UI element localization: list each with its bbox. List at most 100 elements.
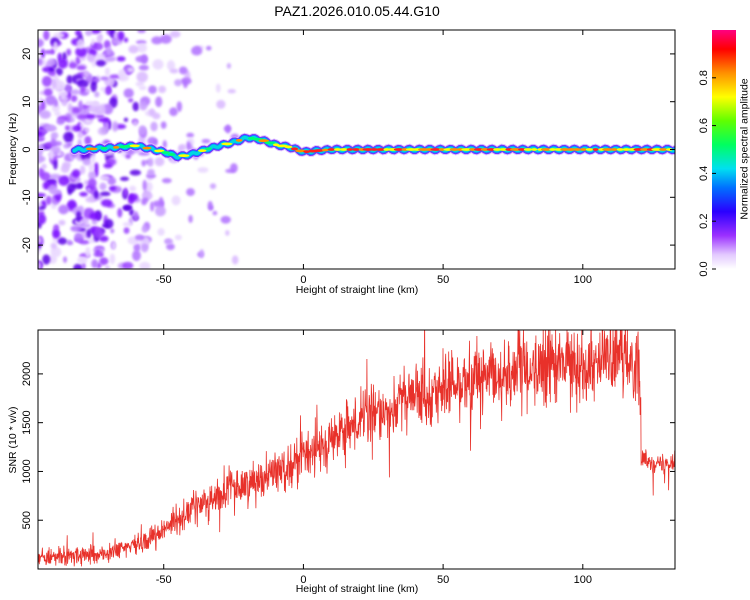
spectrogram-noise-blob: [118, 69, 127, 80]
spectrogram-noise-blob: [110, 228, 115, 234]
spectrogram-noise-blob: [75, 211, 82, 223]
spectrogram-noise-blob: [116, 56, 126, 62]
snr-panel: -50 0 50 100 500 1000 1500 2000 Height of stra…: [7, 329, 676, 595]
spectrogram-ridge-peak: [370, 148, 379, 151]
spectrogram-noise-blob: [140, 54, 148, 65]
spectrogram-noise-blob: [44, 124, 56, 131]
spectrogram-ridge-peak: [430, 148, 442, 151]
spectrogram-noise-blob: [95, 59, 106, 67]
spectrogram-noise-blob: [58, 204, 69, 215]
spectrogram-noise-blob: [43, 88, 53, 97]
spectrogram-noise-blob: [38, 262, 41, 269]
spectrogram-noise-blob: [140, 243, 149, 253]
spectrogram-ridge-peak: [235, 139, 243, 142]
spectrogram-noise-blob: [58, 90, 69, 98]
spectrogram-noise-blob: [79, 223, 91, 229]
snr-plot-area: [38, 330, 675, 569]
spectrogram-noise-blob: [56, 118, 65, 125]
snr-y-tick-label: 500: [21, 511, 33, 529]
spectrogram-noise-blob: [141, 159, 147, 167]
spectrogram-noise-blob: [152, 200, 163, 208]
snr-y-label: SNR (10 * v/v): [7, 406, 19, 473]
spectrogram-y-tick-label: 20: [21, 48, 33, 60]
colorbar-tick-label: 0.4: [698, 166, 710, 181]
spectrogram-noise-blob: [58, 219, 66, 226]
spectrogram-noise-blob: [99, 191, 111, 197]
spectrogram-noise-blob: [117, 207, 123, 218]
spectrogram-noise-blob: [135, 81, 145, 87]
spectrogram-noise-blob: [186, 132, 195, 138]
spectrogram-noise-blob: [171, 195, 181, 206]
spectrogram-ridge: [69, 132, 675, 163]
spectrogram-noise-blob: [43, 50, 54, 55]
spectrogram-ridge-peak: [327, 148, 336, 151]
spectrogram-noise-blob: [166, 60, 176, 71]
spectrogram-noise-blob: [102, 103, 114, 115]
spectrogram-noise-blob: [99, 174, 110, 181]
spectrogram-y-tick-label: 10: [21, 96, 33, 108]
spectrogram-noise-blob: [51, 79, 57, 90]
spectrogram-noise-blob: [199, 249, 205, 259]
spectrogram-ridge-peak: [666, 148, 673, 151]
spectrogram-noise-blob: [87, 54, 95, 63]
spectrogram-ridge-peak: [610, 148, 618, 151]
spectrogram-ridge-peak: [100, 146, 108, 150]
spectrogram-noise-blob: [38, 143, 45, 153]
spectrogram-noise-blob: [109, 74, 121, 79]
spectrogram-noise-blob: [117, 31, 125, 41]
spectrogram-noise-blob: [86, 186, 92, 193]
spectrogram-noise-blob: [66, 142, 73, 147]
snr-y-tick-label: 1000: [21, 459, 33, 483]
spectrogram-ridge-peak: [113, 145, 120, 149]
colorbar-label: Normalized spectral amplitude: [739, 78, 750, 219]
spectrogram-noise-blob: [136, 71, 148, 83]
spectrogram-noise-blob: [75, 56, 81, 65]
spectrogram-noise-blob: [76, 65, 87, 71]
spectrogram-noise-blob: [132, 211, 139, 221]
spectrogram-noise-blob: [105, 56, 117, 62]
spectrogram-noise-blob: [105, 86, 112, 96]
spectrogram-noise-blob: [86, 228, 92, 239]
spectrogram-ridge-peak: [178, 154, 190, 158]
spectrogram-noise-blob: [157, 228, 165, 236]
spectrogram-noise-blob: [129, 169, 142, 176]
spectrogram-noise-blob: [88, 163, 95, 172]
spectrogram-noise-blob: [132, 101, 140, 112]
colorbar-gradient: [712, 30, 736, 269]
spectrogram-noise-blob: [38, 213, 47, 225]
spectrogram-noise-blob: [38, 156, 46, 162]
spectrogram-noise-blob: [108, 186, 117, 191]
spectrogram-noise-blob: [138, 64, 149, 71]
spectrogram-ridge-peak: [549, 148, 557, 151]
spectrogram-y-tick-label: -20: [21, 237, 33, 253]
spectrogram-noise-blob: [85, 30, 93, 36]
spectrogram-noise-blob: [103, 162, 113, 169]
spectrogram-noise-blob: [66, 48, 72, 56]
spectrogram-noise-blob: [139, 261, 151, 269]
spectrogram-noise-blob: [104, 67, 111, 76]
colorbar-ticks: 0.0 0.2 0.4 0.6 0.8: [698, 70, 716, 277]
spectrogram-noise-blob: [87, 178, 97, 188]
spectrogram-x-tick-label: 50: [437, 274, 449, 286]
spectrogram-noise-blob: [169, 30, 181, 38]
spectrogram-ridge-peak: [438, 148, 446, 151]
spectrogram-noise-blob: [93, 227, 104, 239]
spectrogram-ridge-peak: [602, 148, 614, 151]
spectrogram-ridge-peak: [290, 147, 299, 151]
spectrogram-noise-blob: [85, 246, 91, 258]
spectrogram-noise-blob: [123, 37, 129, 43]
spectrogram-noise-blob: [132, 250, 141, 262]
spectrogram-noise-blob: [178, 66, 188, 75]
spectrogram-noise-blob: [111, 121, 119, 132]
spectrogram-noise-blob: [41, 75, 53, 87]
spectrogram-ridge-peak: [531, 148, 538, 151]
colorbar: 0.0 0.2 0.4 0.6 0.8 Normalized spectral ampl…: [698, 30, 750, 277]
spectrogram-ridge-peak: [339, 148, 348, 151]
spectrogram-ridge-peak: [540, 148, 553, 151]
spectrogram-noise-blob: [53, 160, 58, 170]
spectrogram-ridge-peak: [258, 139, 270, 143]
spectrogram-noise-blob: [51, 189, 62, 195]
colorbar-tick-label: 0.0: [698, 261, 710, 276]
spectrogram-noise-blob: [129, 193, 134, 203]
